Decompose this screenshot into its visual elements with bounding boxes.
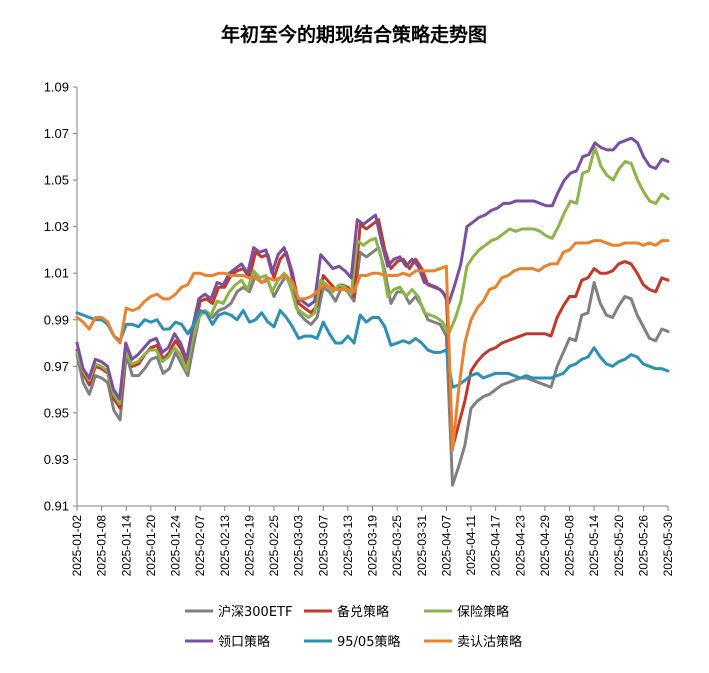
x-tick-label: 2025-01-24	[169, 515, 183, 577]
y-tick-label: 1.05	[44, 173, 69, 188]
x-tick-label: 2025-03-31	[415, 515, 429, 577]
x-tick-label: 2025-03-25	[390, 515, 404, 577]
series-lines	[75, 136, 670, 487]
y-tick-label: 0.99	[44, 312, 69, 327]
legend-label-5: 卖认沽策略	[457, 634, 522, 650]
x-tick-label: 2025-04-11	[464, 515, 478, 576]
x-tick-label: 2025-05-20	[612, 515, 626, 577]
legend-label-0: 沪深300ETF	[218, 604, 292, 620]
x-tick-label: 2025-03-13	[341, 515, 355, 577]
x-axis: 2025-01-02 2025-01-08 2025-01-14 2025-01-20…	[70, 505, 675, 577]
legend-label-4: 95/05策略	[337, 634, 400, 650]
y-tick-label: 1.03	[44, 219, 69, 234]
series-line-0	[75, 246, 670, 487]
x-tick-label: 2025-05-14	[587, 515, 601, 577]
series-line-4	[75, 308, 670, 389]
x-tick-label: 2025-02-13	[218, 515, 232, 577]
x-tick-label: 2025-03-07	[316, 515, 330, 577]
x-tick-label: 2025-05-08	[563, 515, 577, 577]
x-tick-label: 2025-02-25	[267, 515, 281, 577]
x-tick-label: 2025-01-14	[119, 515, 133, 577]
x-tick-label: 2025-03-03	[292, 515, 306, 577]
y-tick-label: 0.95	[44, 405, 69, 420]
y-axis: 0.91 0.93 0.95 0.97 0.99 1.01 1.03 1.05 1.07 1.09	[44, 80, 78, 514]
x-tick-label: 2025-02-19	[242, 515, 256, 577]
x-tick-label: 2025-01-08	[95, 515, 109, 577]
y-tick-label: 0.93	[44, 452, 69, 467]
x-tick-label: 2025-04-17	[489, 515, 503, 577]
x-tick-label: 2025-05-30	[661, 515, 675, 577]
x-tick-label: 2025-01-20	[144, 515, 158, 577]
x-tick-label: 2025-04-07	[439, 515, 453, 577]
x-tick-label: 2025-05-26	[636, 515, 650, 577]
legend-label-3: 领口策略	[218, 634, 270, 650]
y-tick-label: 1.01	[44, 266, 69, 281]
series-line-1	[75, 218, 670, 450]
y-tick-label: 0.97	[44, 359, 69, 374]
y-tick-label: 0.91	[44, 499, 69, 514]
x-tick-label: 2025-04-29	[538, 515, 552, 577]
legend-label-2: 保险策略	[457, 604, 509, 620]
series-line-5	[75, 239, 670, 452]
x-tick-label: 2025-02-07	[193, 515, 207, 577]
y-tick-label: 1.07	[44, 126, 69, 141]
legend-label-1: 备兑策略	[337, 604, 389, 620]
series-line-2	[75, 146, 670, 406]
y-tick-label: 1.09	[44, 80, 69, 95]
x-tick-label: 2025-03-19	[366, 515, 380, 577]
series-line-3	[75, 136, 670, 401]
x-tick-label: 2025-01-02	[70, 515, 84, 577]
x-tick-label: 2025-04-23	[513, 515, 527, 577]
chart-title: 年初至今的期现结合策略走势图	[221, 23, 487, 46]
